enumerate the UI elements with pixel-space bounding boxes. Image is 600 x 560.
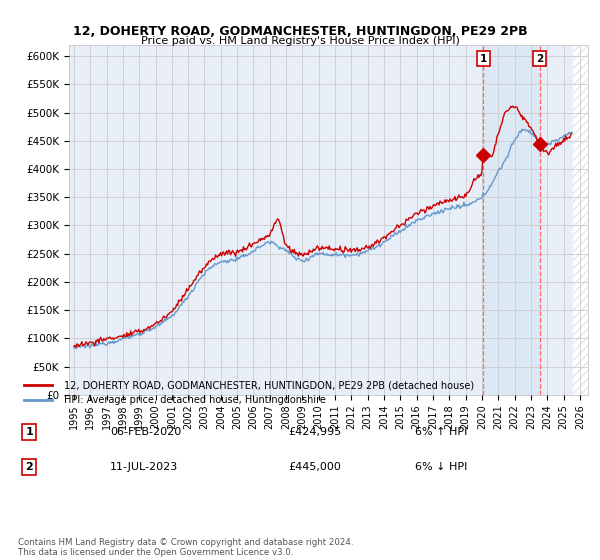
Text: 1: 1: [480, 54, 487, 63]
Text: 12, DOHERTY ROAD, GODMANCHESTER, HUNTINGDON, PE29 2PB: 12, DOHERTY ROAD, GODMANCHESTER, HUNTING…: [73, 25, 527, 38]
Bar: [574, 45, 588, 395]
Text: 6% ↑ HPI: 6% ↑ HPI: [415, 427, 467, 437]
Text: 1: 1: [25, 427, 33, 437]
Bar: [484, 45, 539, 395]
Text: 06-FEB-2020: 06-FEB-2020: [110, 427, 181, 437]
Text: £445,000: £445,000: [289, 462, 341, 472]
Text: 2: 2: [536, 54, 543, 63]
Text: £424,995: £424,995: [289, 427, 342, 437]
Text: 12, DOHERTY ROAD, GODMANCHESTER, HUNTINGDON, PE29 2PB (detached house): 12, DOHERTY ROAD, GODMANCHESTER, HUNTING…: [64, 380, 474, 390]
Text: Price paid vs. HM Land Registry's House Price Index (HPI): Price paid vs. HM Land Registry's House …: [140, 36, 460, 46]
Text: HPI: Average price, detached house, Huntingdonshire: HPI: Average price, detached house, Hunt…: [64, 395, 326, 405]
Text: 2: 2: [25, 462, 33, 472]
Text: Contains HM Land Registry data © Crown copyright and database right 2024.
This d: Contains HM Land Registry data © Crown c…: [18, 538, 353, 557]
Text: 6% ↓ HPI: 6% ↓ HPI: [415, 462, 467, 472]
Bar: [574, 45, 588, 395]
Text: 11-JUL-2023: 11-JUL-2023: [110, 462, 178, 472]
